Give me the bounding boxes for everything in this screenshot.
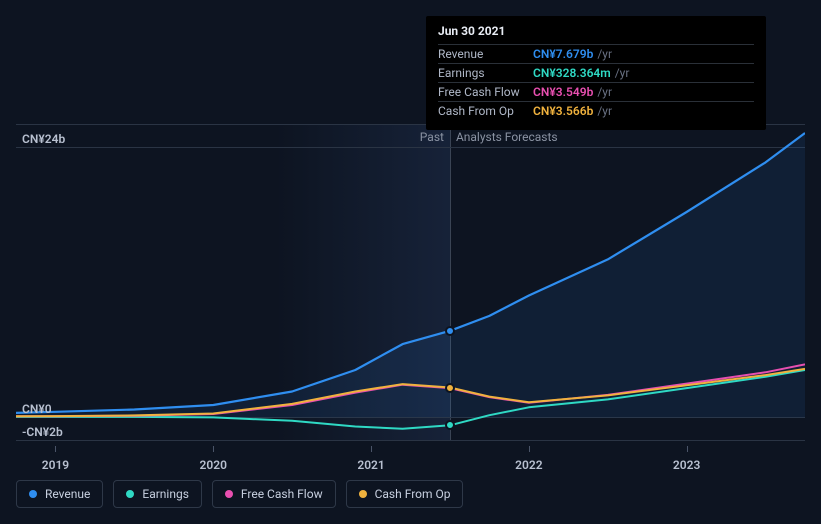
legend-dot-icon [359, 490, 367, 498]
legend-item[interactable]: Earnings [113, 480, 202, 508]
y-axis-label: -CN¥2b [22, 425, 63, 439]
legend-dot-icon [29, 490, 37, 498]
y-axis-label: CN¥0 [22, 402, 52, 416]
tooltip-row: EarningsCN¥328.364m/yr [438, 63, 754, 82]
x-axis-tick [687, 446, 688, 452]
legend-label: Earnings [142, 487, 189, 501]
chart-plot-area[interactable]: Past Analysts Forecasts -CN¥2bCN¥0CN¥24b [16, 124, 805, 440]
legend-dot-icon [126, 490, 134, 498]
legend-item[interactable]: Revenue [16, 480, 103, 508]
chart-tooltip: Jun 30 2021 RevenueCN¥7.679b/yrEarningsC… [426, 16, 766, 130]
tooltip-row-label: Revenue [438, 47, 533, 61]
x-axis-tick [371, 446, 372, 452]
x-axis-tick [55, 446, 56, 452]
x-axis: 2019 2020 2021 2022 2023 [16, 452, 805, 476]
tooltip-row-label: Earnings [438, 66, 533, 80]
revenue-area-fill [16, 133, 805, 417]
data-point-marker[interactable] [445, 383, 455, 393]
tooltip-date: Jun 30 2021 [438, 24, 754, 44]
tooltip-row-unit: /yr [597, 47, 612, 61]
tooltip-row: RevenueCN¥7.679b/yr [438, 44, 754, 63]
tooltip-row-unit: /yr [615, 66, 630, 80]
tooltip-row-value: CN¥7.679b [533, 47, 593, 61]
financials-chart: Jun 30 2021 RevenueCN¥7.679b/yrEarningsC… [16, 16, 809, 476]
x-axis-label: 2023 [673, 458, 700, 472]
legend-item[interactable]: Cash From Op [346, 480, 464, 508]
tooltip-row-value: CN¥3.566b [533, 104, 593, 118]
tooltip-row-value: CN¥328.364m [533, 66, 611, 80]
legend-label: Free Cash Flow [241, 487, 323, 501]
chart-legend: Revenue Earnings Free Cash Flow Cash From O… [16, 480, 463, 508]
y-axis-label: CN¥24b [22, 132, 65, 146]
data-point-marker[interactable] [445, 326, 455, 336]
y-gridline [16, 440, 805, 441]
legend-label: Revenue [45, 487, 90, 501]
legend-item[interactable]: Free Cash Flow [212, 480, 336, 508]
data-point-marker[interactable] [445, 420, 455, 430]
chart-lines-svg [16, 124, 805, 440]
legend-dot-icon [225, 490, 233, 498]
x-axis-label: 2020 [200, 458, 227, 472]
tooltip-row-value: CN¥3.549b [533, 85, 593, 99]
tooltip-row-unit: /yr [597, 104, 612, 118]
tooltip-row: Free Cash FlowCN¥3.549b/yr [438, 82, 754, 101]
tooltip-row-label: Cash From Op [438, 104, 533, 118]
tooltip-row-label: Free Cash Flow [438, 85, 533, 99]
tooltip-row-unit: /yr [597, 85, 612, 99]
x-axis-label: 2019 [42, 458, 69, 472]
tooltip-row: Cash From OpCN¥3.566b/yr [438, 101, 754, 120]
x-axis-tick [213, 446, 214, 452]
legend-label: Cash From Op [375, 487, 451, 501]
x-axis-label: 2022 [515, 458, 542, 472]
x-axis-label: 2021 [357, 458, 384, 472]
x-axis-tick [529, 446, 530, 452]
